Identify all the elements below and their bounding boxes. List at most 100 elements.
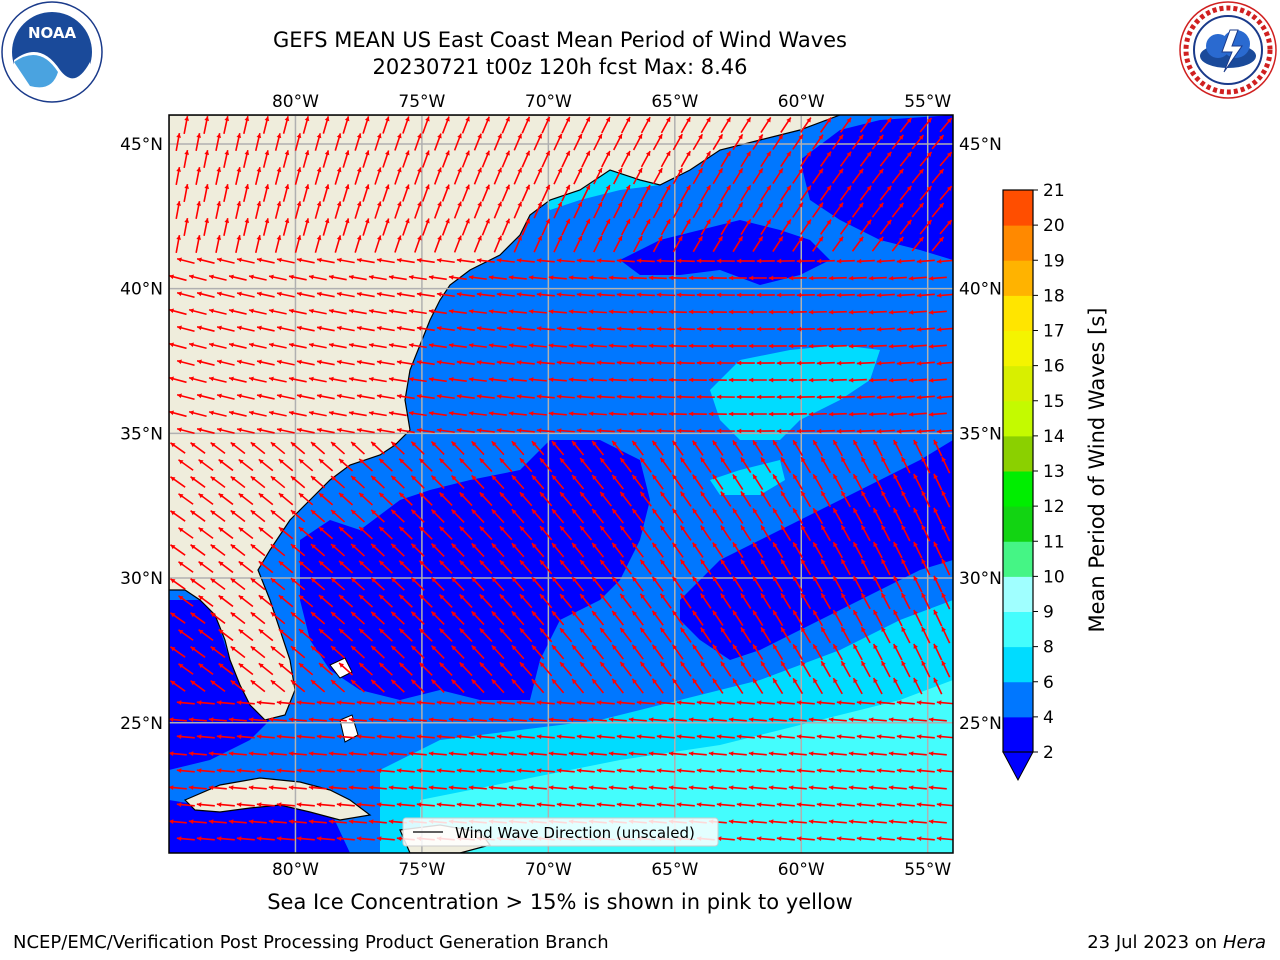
wave-arrow — [288, 342, 307, 349]
wave-arrow — [852, 541, 863, 559]
wave-arrow — [536, 360, 555, 365]
wave-arrow — [203, 116, 210, 134]
wave-arrow — [596, 802, 615, 807]
wave-arrow — [831, 134, 844, 150]
wave-arrow — [939, 185, 953, 201]
wave-arrow — [322, 150, 330, 168]
wave-arrow — [235, 167, 242, 185]
wave-arrow — [816, 428, 835, 434]
wave-arrow — [531, 508, 545, 524]
wave-arrow — [676, 360, 695, 366]
wave-arrow — [428, 376, 447, 383]
wave-arrow — [330, 441, 346, 455]
wave-arrow — [531, 678, 545, 694]
wave-arrow — [939, 151, 953, 167]
wave-arrow — [716, 360, 735, 366]
wave-arrow — [196, 768, 215, 773]
wave-arrow — [496, 768, 515, 773]
wave-arrow — [696, 428, 715, 434]
wave-arrow — [736, 394, 755, 400]
wave-arrow — [628, 377, 647, 383]
wave-arrow — [294, 201, 302, 219]
wave-arrow — [732, 542, 744, 558]
wave-arrow — [820, 524, 831, 542]
wave-arrow — [334, 167, 342, 185]
wave-arrow — [308, 274, 327, 281]
wave-arrow — [210, 543, 226, 557]
wave-arrow — [616, 258, 635, 264]
wave-arrow — [528, 309, 547, 314]
wave-arrow — [230, 475, 246, 489]
wave-arrow — [896, 802, 915, 807]
wave-arrow — [659, 525, 672, 541]
wave-arrow — [619, 661, 632, 677]
wave-arrow — [692, 508, 704, 524]
wave-arrow — [256, 700, 275, 705]
wave-arrow — [556, 292, 575, 297]
wave-arrow — [350, 679, 366, 693]
wave-arrow — [561, 218, 571, 236]
wave-arrow — [416, 427, 435, 434]
wave-arrow — [310, 679, 326, 693]
wave-arrow — [688, 377, 707, 383]
wave-arrow — [536, 292, 555, 297]
wave-arrow — [548, 751, 567, 756]
wave-arrow — [916, 802, 935, 807]
wave-arrow — [728, 377, 747, 383]
wave-arrow — [308, 410, 327, 417]
wave-arrow — [223, 116, 230, 134]
wave-arrow — [671, 542, 684, 558]
wave-arrow — [700, 150, 712, 168]
wave-arrow — [628, 411, 647, 417]
wave-arrow — [868, 411, 887, 417]
wave-arrow — [536, 394, 555, 399]
colorbar-swatch — [1003, 190, 1033, 226]
wave-arrow — [556, 734, 575, 739]
wave-arrow — [218, 628, 234, 642]
wave-arrow — [258, 594, 274, 608]
wave-arrow — [288, 751, 307, 756]
wave-arrow — [868, 275, 887, 281]
wave-arrow — [488, 411, 507, 416]
wave-arrow — [792, 202, 804, 218]
wave-arrow — [368, 751, 387, 756]
wave-arrow — [316, 700, 335, 705]
wave-arrow — [636, 394, 655, 400]
wave-arrow — [541, 150, 551, 168]
wave-arrow — [828, 819, 847, 824]
wave-arrow — [236, 359, 255, 366]
wave-arrow — [579, 593, 593, 609]
wave-arrow — [476, 326, 495, 331]
colorbar-swatch — [1003, 576, 1033, 612]
wave-arrow — [720, 150, 732, 168]
wave-arrow — [256, 802, 275, 807]
wave-arrow — [519, 627, 533, 643]
wave-arrow — [441, 218, 450, 236]
period-region-mid-islands — [710, 460, 785, 495]
wave-arrow — [908, 751, 927, 756]
wave-arrow — [936, 734, 953, 739]
wave-arrow — [190, 646, 206, 658]
wave-arrow — [732, 678, 744, 694]
wave-arrow — [808, 309, 827, 315]
wave-arrow — [418, 560, 433, 574]
wave-arrow — [228, 308, 247, 315]
wave-arrow — [913, 677, 923, 695]
wave-arrow — [356, 768, 375, 773]
wave-arrow — [796, 428, 815, 434]
wave-arrow — [548, 785, 567, 790]
wave-arrow — [808, 751, 827, 756]
wave-arrow — [780, 558, 792, 576]
wave-arrow — [568, 785, 587, 790]
wave-arrow — [860, 592, 871, 610]
lat-labels-left: 45°N40°N35°N30°N25°N — [120, 135, 163, 734]
wave-arrow — [840, 626, 851, 644]
wave-arrow — [788, 785, 807, 790]
wave-arrow — [496, 258, 515, 263]
wave-arrow — [608, 717, 627, 722]
wave-arrow — [382, 116, 390, 134]
wave-arrow — [820, 490, 831, 508]
wave-arrow — [812, 541, 824, 559]
wave-arrow — [198, 493, 214, 505]
wave-arrow — [933, 677, 943, 695]
